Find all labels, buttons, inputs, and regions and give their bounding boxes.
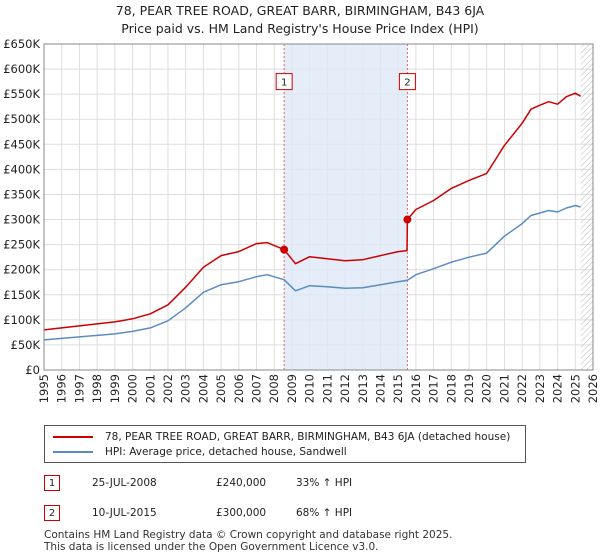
x-tick-label: 2005 (214, 374, 228, 403)
x-tick-label: 2020 (480, 374, 494, 403)
legend-label-hpi: HPI: Average price, detached house, Sand… (105, 446, 347, 458)
legend-swatch-property (53, 436, 93, 438)
event-box-label-2: 2 (404, 78, 410, 89)
hpi-line (43, 204, 581, 341)
x-tick-label: 2000 (126, 374, 140, 403)
x-tick-label: 2015 (391, 374, 405, 403)
sale-date-2: 10-JUL-2015 (92, 507, 157, 519)
x-tick-label: 2014 (373, 374, 387, 403)
x-tick-label: 2026 (586, 374, 600, 403)
x-tick-label: 2001 (143, 374, 157, 403)
x-tick-label: 1995 (37, 374, 51, 403)
legend-swatch-hpi (53, 451, 93, 453)
x-tick-label: 2003 (179, 374, 193, 403)
title-line-2: Price paid vs. HM Land Registry's House … (121, 21, 479, 36)
y-tick-label: £550K (3, 87, 40, 101)
x-tick-label: 2023 (533, 374, 547, 403)
y-tick-label: £350K (3, 187, 40, 201)
y-tick-label: £300K (3, 213, 40, 227)
y-tick-label: £200K (3, 263, 40, 277)
sale-price-2: £300,000 (216, 507, 267, 519)
x-tick-label: 2025 (568, 374, 582, 403)
future-hatch (580, 44, 593, 370)
x-tick-label: 2002 (161, 374, 175, 403)
footer-line-1: Contains HM Land Registry data © Crown c… (44, 529, 453, 541)
sale-point-1 (280, 245, 289, 254)
sale-point-2 (403, 215, 412, 224)
x-tick-label: 2010 (303, 374, 317, 403)
x-tick-label: 2004 (196, 374, 210, 403)
sale-date-1: 25-JUL-2008 (92, 477, 157, 489)
legend-label-property: 78, PEAR TREE ROAD, GREAT BARR, BIRMINGH… (105, 431, 511, 443)
x-tick-label: 2018 (444, 374, 458, 403)
x-tick-label: 2017 (427, 374, 441, 403)
sale-marker-1: 1 (44, 475, 60, 491)
y-tick-label: £650K (3, 37, 40, 51)
y-tick-label: £250K (3, 238, 40, 252)
y-tick-label: £0 (25, 363, 40, 377)
sale-hpi-1: 33% ↑ HPI (296, 477, 353, 489)
x-tick-label: 2013 (356, 374, 370, 403)
x-tick-label: 1996 (55, 374, 69, 403)
legend: 78, PEAR TREE ROAD, GREAT BARR, BIRMINGH… (44, 425, 526, 463)
chart-title: 78, PEAR TREE ROAD, GREAT BARR, BIRMINGH… (0, 2, 600, 38)
property-price-line (43, 92, 581, 331)
sale-price-1: £240,000 (216, 477, 267, 489)
legend-item-hpi: HPI: Average price, detached house, Sand… (53, 446, 347, 458)
sale-hpi-2: 68% ↑ HPI (296, 507, 353, 519)
legend-item-property: 78, PEAR TREE ROAD, GREAT BARR, BIRMINGH… (53, 431, 510, 443)
y-tick-label: £100K (3, 313, 40, 327)
y-tick-label: £400K (3, 162, 40, 176)
sale-row-2: 2 10-JUL-2015 £300,000 68% ↑ HPI (44, 503, 444, 523)
event-box-2 (398, 73, 416, 91)
title-line-1: 78, PEAR TREE ROAD, GREAT BARR, BIRMINGH… (115, 3, 485, 18)
y-tick-label: £450K (3, 137, 40, 151)
x-tick-label: 1999 (108, 374, 122, 403)
plot-frame (43, 43, 594, 371)
y-tick-label: £150K (3, 288, 40, 302)
x-tick-label: 2021 (497, 374, 511, 403)
sale-row-1: 1 25-JUL-2008 £240,000 33% ↑ HPI (44, 473, 444, 493)
event-box-1 (275, 73, 293, 91)
x-tick-label: 1997 (72, 374, 86, 403)
x-tick-label: 2019 (462, 374, 476, 403)
x-tick-label: 2006 (232, 374, 246, 403)
footer: Contains HM Land Registry data © Crown c… (44, 529, 453, 553)
x-tick-label: 2012 (338, 374, 352, 403)
sale-marker-2: 2 (44, 505, 60, 521)
y-tick-label: £500K (3, 112, 40, 126)
x-tick-label: 1998 (90, 374, 104, 403)
event-box-label-1: 1 (281, 78, 287, 89)
y-tick-label: £600K (3, 62, 40, 76)
price-chart: 1 2 £0 £50K £100K £150K £200K £250K £300K £350K £… (3, 37, 600, 403)
x-tick-label: 2016 (409, 374, 423, 403)
x-tick-label: 2008 (267, 374, 281, 403)
x-tick-label: 2011 (320, 374, 334, 403)
y-tick-label: £50K (11, 338, 41, 352)
x-tick-label: 2007 (250, 374, 264, 403)
x-tick-label: 2022 (515, 374, 529, 403)
x-tick-label: 2009 (285, 374, 299, 403)
footer-line-2: This data is licensed under the Open Gov… (44, 540, 379, 553)
x-tick-label: 2024 (551, 374, 565, 403)
ownership-shade (284, 44, 408, 370)
